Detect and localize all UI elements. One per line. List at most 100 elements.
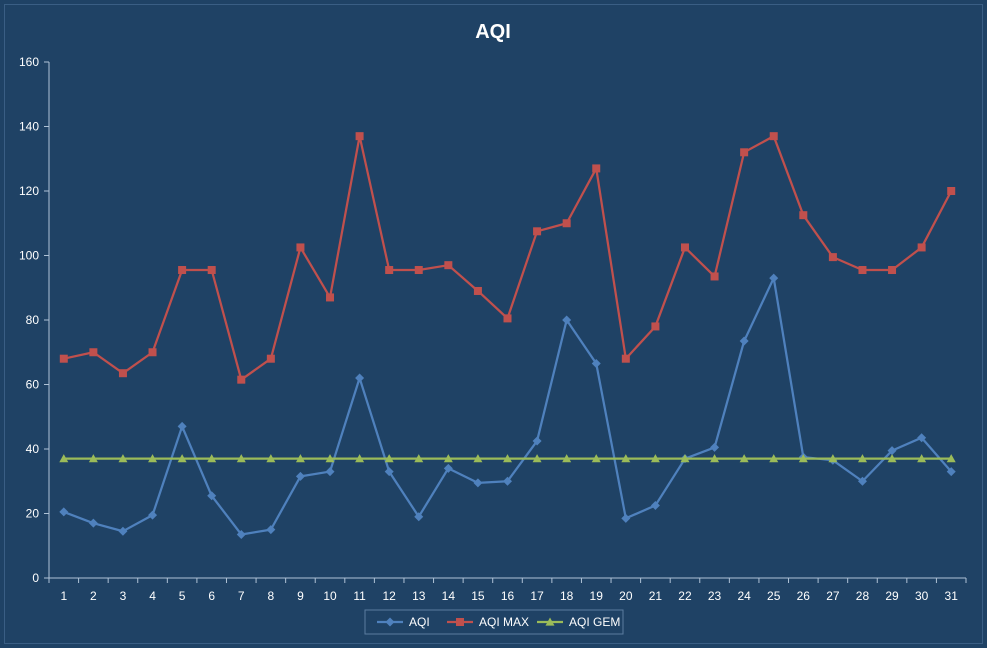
data-point-aqi-gem — [680, 454, 690, 463]
legend-marker-aqi — [385, 617, 395, 627]
y-tick-label: 60 — [26, 378, 40, 392]
x-tick-label: 29 — [885, 589, 899, 603]
data-point-aqi-max — [710, 272, 719, 281]
data-point-aqi-gem — [621, 454, 631, 463]
data-point-aqi-max — [118, 369, 127, 378]
legend-label-aqi-max: AQI MAX — [479, 615, 529, 629]
y-tick-label: 120 — [19, 184, 39, 198]
data-point-aqi — [384, 467, 394, 477]
y-tick-label: 40 — [26, 442, 40, 456]
data-point-aqi-max — [385, 266, 394, 275]
data-point-aqi-max — [562, 219, 571, 228]
data-point-aqi — [177, 421, 187, 431]
data-point-aqi-max — [414, 266, 423, 275]
x-tick-label: 11 — [353, 589, 366, 603]
x-tick-label: 26 — [797, 589, 811, 603]
x-tick-label: 18 — [560, 589, 574, 603]
y-tick-label: 160 — [19, 55, 39, 69]
data-point-aqi — [207, 491, 217, 501]
y-tick-label: 140 — [19, 120, 39, 134]
data-point-aqi-max — [592, 164, 601, 173]
x-tick-label: 4 — [149, 589, 156, 603]
x-tick-label: 31 — [945, 589, 959, 603]
data-point-aqi — [473, 478, 483, 488]
data-point-aqi — [118, 526, 128, 536]
data-point-aqi — [88, 518, 98, 528]
x-tick-label: 16 — [501, 589, 515, 603]
data-point-aqi — [414, 512, 424, 522]
chart-frame — [4, 4, 983, 644]
data-point-aqi — [59, 507, 69, 517]
x-tick-label: 23 — [708, 589, 722, 603]
data-point-aqi-gem — [207, 454, 217, 463]
data-point-aqi-max — [740, 148, 749, 157]
data-point-aqi — [355, 373, 365, 383]
x-tick-label: 8 — [268, 589, 275, 603]
data-point-aqi-gem — [473, 454, 483, 463]
data-point-aqi-max — [799, 211, 808, 220]
data-point-aqi-max — [444, 261, 453, 270]
x-tick-label: 14 — [442, 589, 456, 603]
data-point-aqi-max — [917, 243, 926, 252]
x-tick-label: 1 — [60, 589, 67, 603]
data-point-aqi-gem — [59, 454, 69, 463]
x-tick-label: 22 — [678, 589, 692, 603]
data-point-aqi-max — [355, 132, 364, 141]
data-point-aqi-gem — [739, 454, 749, 463]
chart-title: AQI — [475, 21, 511, 43]
x-tick-label: 2 — [90, 589, 97, 603]
data-point-aqi-gem — [325, 454, 335, 463]
data-point-aqi-max — [266, 354, 275, 363]
x-tick-label: 10 — [323, 589, 337, 603]
x-tick-label: 27 — [826, 589, 840, 603]
data-point-aqi — [295, 471, 305, 481]
data-point-aqi-max — [680, 243, 689, 252]
x-tick-label: 17 — [530, 589, 544, 603]
data-point-aqi-gem — [946, 454, 956, 463]
data-point-aqi — [236, 529, 246, 539]
data-point-aqi-max — [769, 132, 778, 141]
x-tick-label: 5 — [179, 589, 186, 603]
data-point-aqi-max — [237, 375, 246, 384]
data-point-aqi — [857, 476, 867, 486]
data-point-aqi-max — [473, 286, 482, 295]
legend-marker-aqi-max — [456, 618, 464, 626]
y-tick-label: 20 — [26, 507, 40, 521]
x-tick-label: 30 — [915, 589, 929, 603]
data-point-aqi-max — [828, 253, 837, 262]
data-point-aqi-max — [621, 354, 630, 363]
x-tick-label: 21 — [649, 589, 663, 603]
data-point-aqi — [443, 463, 453, 473]
data-point-aqi-gem — [236, 454, 246, 463]
data-point-aqi-max — [503, 314, 512, 323]
legend-label-aqi: AQI — [409, 615, 430, 629]
data-point-aqi-max — [178, 266, 187, 275]
data-point-aqi-gem — [857, 454, 867, 463]
data-point-aqi-gem — [118, 454, 128, 463]
data-point-aqi — [266, 525, 276, 535]
x-tick-label: 7 — [238, 589, 245, 603]
x-tick-label: 12 — [382, 589, 396, 603]
y-tick-label: 100 — [19, 249, 39, 263]
data-point-aqi-gem — [503, 454, 512, 463]
legend: AQI AQI MAX AQI GEM — [364, 609, 624, 635]
data-point-aqi-gem — [266, 454, 276, 463]
y-tick-label: 80 — [26, 313, 40, 327]
data-point-aqi — [503, 476, 512, 486]
data-point-aqi-gem — [828, 454, 838, 463]
data-point-aqi — [591, 359, 601, 369]
data-point-aqi — [532, 436, 542, 446]
data-point-aqi — [769, 273, 779, 283]
data-point-aqi — [325, 467, 335, 477]
x-tick-label: 19 — [590, 589, 604, 603]
data-point-aqi-gem — [532, 454, 542, 463]
data-point-aqi-max — [148, 348, 157, 357]
x-tick-label: 3 — [120, 589, 127, 603]
x-tick-label: 9 — [297, 589, 304, 603]
data-point-aqi-gem — [355, 454, 365, 463]
data-point-aqi-gem — [295, 454, 305, 463]
data-point-aqi-max — [59, 354, 68, 363]
